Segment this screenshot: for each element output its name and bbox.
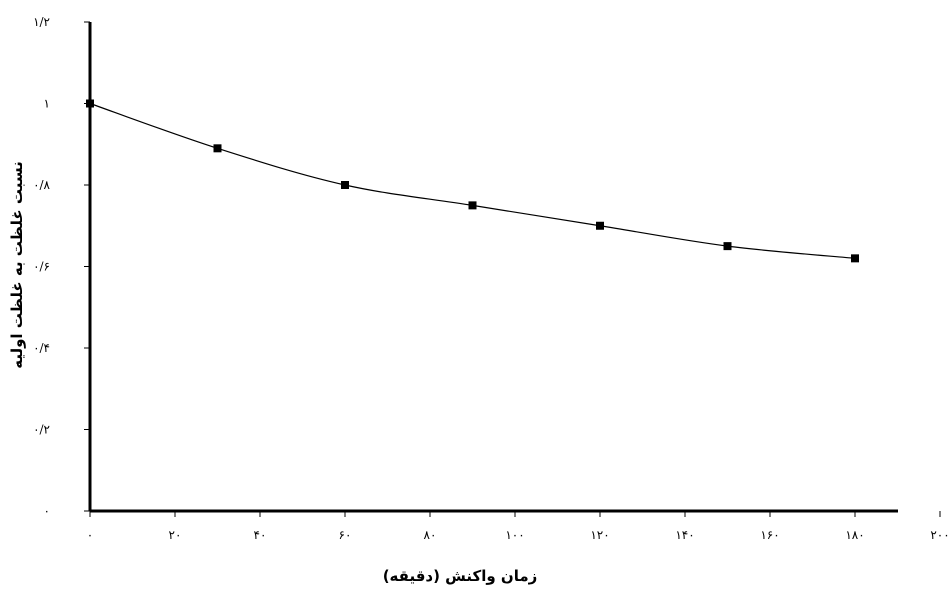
data-point xyxy=(851,254,859,263)
series xyxy=(86,99,859,263)
y-ticks: ۰ ۰/۲ ۰/۴ ۰/۶ ۰/۸ ۱ ۱/۲ xyxy=(33,15,90,518)
x-tick-label: ۲۰۰ xyxy=(930,528,949,542)
x-tick-label: ۱۸۰ xyxy=(845,528,864,542)
y-tick-label: ۰ xyxy=(44,504,50,518)
data-point xyxy=(213,144,222,153)
x-tick-label: ۲۰ xyxy=(169,528,182,542)
x-tick-label: ۱۶۰ xyxy=(760,528,779,542)
series-line xyxy=(89,102,856,259)
y-tick-label: ۰/۲ xyxy=(33,423,50,437)
x-tick-label: ۱۰۰ xyxy=(505,528,524,542)
data-point xyxy=(341,181,349,189)
y-tick-label: ۰/۸ xyxy=(33,178,50,192)
x-tick-label: ۱۴۰ xyxy=(675,528,694,542)
y-tick-label: ۰/۶ xyxy=(33,260,50,274)
axes xyxy=(88,22,898,513)
x-tick-label: ۰ xyxy=(87,528,93,542)
x-tick-label: ۸۰ xyxy=(424,528,437,542)
data-point xyxy=(723,242,732,251)
data-point xyxy=(596,221,604,230)
x-axis-title: زمان واکنش (دقیقه) xyxy=(383,567,538,585)
y-tick-label: ۱ xyxy=(44,97,50,111)
data-point xyxy=(468,201,477,210)
x-ticks: ۰ ۲۰ ۴۰ ۶۰ ۸۰ ۱۰۰ ۱۲۰ ۱۴۰ ۱۶۰ ۱۸۰ ۲۰۰ xyxy=(87,511,950,542)
y-axis-title: نسبت غلظت به غلظت اولیه xyxy=(8,161,26,369)
x-tick-label: ۶۰ xyxy=(339,528,352,542)
data-point xyxy=(86,99,94,108)
x-tick-label: ۱۲۰ xyxy=(590,528,609,542)
y-tick-label: ۰/۴ xyxy=(33,341,50,355)
x-tick-label: ۴۰ xyxy=(254,528,267,542)
y-tick-label: ۱/۲ xyxy=(33,15,50,29)
